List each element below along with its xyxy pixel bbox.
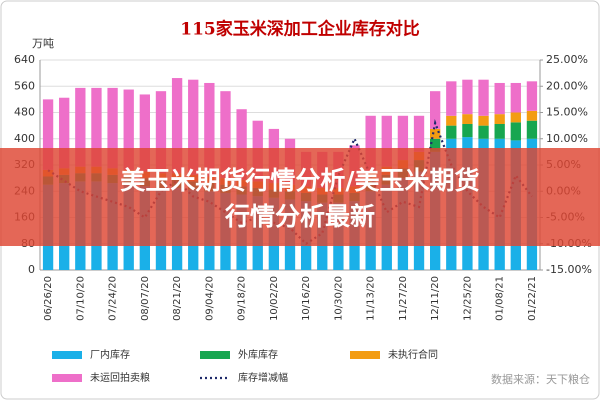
source-note: 数据来源：天下粮仓 xyxy=(491,372,590,386)
banner-text: 美玉米期货行情分析/美玉米期货行情分析最新 xyxy=(120,166,479,231)
bar-segment xyxy=(59,97,70,169)
y-tick-label: 480 xyxy=(14,106,35,119)
y-tick-label: 640 xyxy=(14,53,35,66)
bar-segment xyxy=(446,125,457,139)
bar-segment xyxy=(462,79,473,115)
bar-segment xyxy=(220,91,231,179)
bar-segment xyxy=(430,128,441,139)
bar-segment xyxy=(413,115,425,152)
bar-segment xyxy=(478,125,489,139)
y-axis-unit: 万吨 xyxy=(32,37,54,50)
x-tick-label: 12/25/20 xyxy=(462,276,473,321)
banner-line: 美玉米期货行情分析/美玉米期货 xyxy=(120,166,479,195)
bar-segment xyxy=(155,91,167,174)
bar-segment xyxy=(397,115,409,161)
x-tick-label: 06/26/20 xyxy=(43,276,54,321)
bar-segment xyxy=(446,81,457,116)
chart-title: 115家玉米深加工企业库存对比 xyxy=(180,19,420,40)
y2-tick-label: 15.00% xyxy=(546,106,588,119)
bar-segment xyxy=(494,114,505,124)
x-tick-label: 11/13/20 xyxy=(366,276,377,321)
bar-segment xyxy=(526,120,538,139)
y2-tick-label: 20.00% xyxy=(546,79,588,92)
bar-segment xyxy=(462,114,473,124)
bar-segment xyxy=(381,115,392,167)
bar-segment xyxy=(236,109,247,180)
y2-tick-label: 10.00% xyxy=(546,132,588,145)
legend-swatch xyxy=(52,351,82,359)
x-tick-label: 08/07/20 xyxy=(140,276,151,321)
banner-bg xyxy=(0,148,600,246)
bar-segment xyxy=(494,82,505,115)
bar-segment xyxy=(478,79,489,116)
x-tick-label: 09/18/20 xyxy=(237,276,248,321)
bar-segment xyxy=(446,115,457,126)
bar-segment xyxy=(91,87,102,167)
bar-segment xyxy=(42,99,54,170)
legend-label: 库存增减幅 xyxy=(238,371,288,384)
legend-swatch xyxy=(52,374,82,382)
legend-label: 外库库存 xyxy=(238,348,278,361)
x-tick-label: 10/02/20 xyxy=(269,276,280,321)
x-tick-label: 09/04/20 xyxy=(204,276,215,321)
legend-swatch xyxy=(200,351,230,359)
bar-segment xyxy=(171,78,183,174)
banner-line: 行情分析最新 xyxy=(224,202,375,231)
bar-segment xyxy=(478,115,489,126)
x-tick-label: 01/22/21 xyxy=(527,276,538,321)
bar-segment xyxy=(494,123,505,139)
x-tick-label: 12/11/20 xyxy=(430,276,441,321)
bar-segment xyxy=(462,123,473,138)
bar-segment xyxy=(430,91,441,129)
y-tick-label: 400 xyxy=(14,132,35,145)
bar-segment xyxy=(139,94,150,172)
x-tick-label: 10/16/20 xyxy=(301,276,312,321)
x-tick-label: 08/21/20 xyxy=(172,276,183,321)
legend-label: 未执行合同 xyxy=(388,348,438,361)
bar-segment xyxy=(430,138,441,152)
bar-segment xyxy=(107,87,118,169)
bar-segment xyxy=(510,122,521,141)
bar-segment xyxy=(510,112,521,123)
x-tick-label: 07/10/20 xyxy=(75,276,86,321)
bar-segment xyxy=(526,110,538,121)
x-tick-label: 11/27/20 xyxy=(398,276,409,321)
legend-label: 厂内库存 xyxy=(90,348,130,361)
x-tick-label: 01/08/21 xyxy=(495,276,506,321)
bar-segment xyxy=(204,82,215,177)
y-tick-label: 560 xyxy=(14,79,35,92)
y2-tick-label: 25.00% xyxy=(546,53,588,66)
bar-segment xyxy=(123,89,134,170)
x-tick-label: 07/24/20 xyxy=(108,276,119,321)
x-tick-label: 10/30/20 xyxy=(333,276,344,321)
legend-label: 未运回拍卖粮 xyxy=(90,371,150,384)
bar-segment xyxy=(365,115,376,174)
bar-segment xyxy=(526,81,538,111)
bar-segment xyxy=(510,82,521,113)
y-tick-label: 0 xyxy=(28,263,35,276)
bar-segment xyxy=(75,87,86,167)
bar-segment xyxy=(188,79,199,175)
y2-tick-label: -15.00% xyxy=(546,263,592,276)
legend-swatch xyxy=(350,351,380,359)
